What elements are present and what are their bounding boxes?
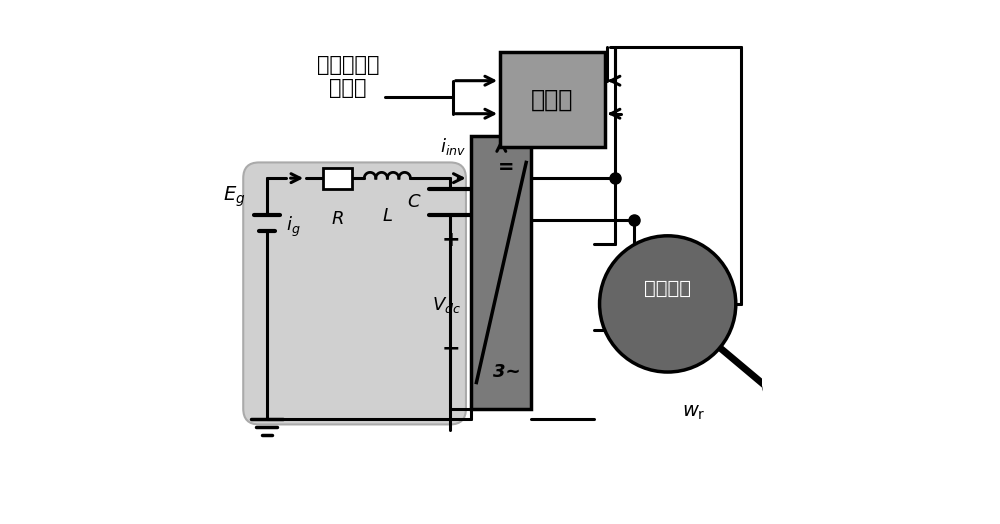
Text: +: + <box>442 230 461 250</box>
Text: 3~: 3~ <box>493 363 520 381</box>
Text: 异步电机: 异步电机 <box>644 279 691 298</box>
Text: $L$: $L$ <box>382 207 393 225</box>
Text: $E_g$: $E_g$ <box>223 184 246 209</box>
Text: $w_{\rm r}$: $w_{\rm r}$ <box>682 403 706 422</box>
Circle shape <box>600 236 736 372</box>
FancyBboxPatch shape <box>500 52 605 147</box>
Text: $i_g$: $i_g$ <box>286 215 301 239</box>
Text: $R$: $R$ <box>331 210 344 227</box>
Text: $C$: $C$ <box>407 193 421 211</box>
FancyBboxPatch shape <box>243 162 466 424</box>
Text: $V_{dc}$: $V_{dc}$ <box>432 295 461 315</box>
Text: 控制器: 控制器 <box>531 88 574 112</box>
Text: =: = <box>498 158 515 177</box>
Text: −: − <box>442 339 461 359</box>
Text: 速度转矩的
参考值: 速度转矩的 参考值 <box>317 54 379 98</box>
Polygon shape <box>323 168 352 189</box>
Polygon shape <box>471 136 531 409</box>
Text: $i_{inv}$: $i_{inv}$ <box>440 136 466 157</box>
